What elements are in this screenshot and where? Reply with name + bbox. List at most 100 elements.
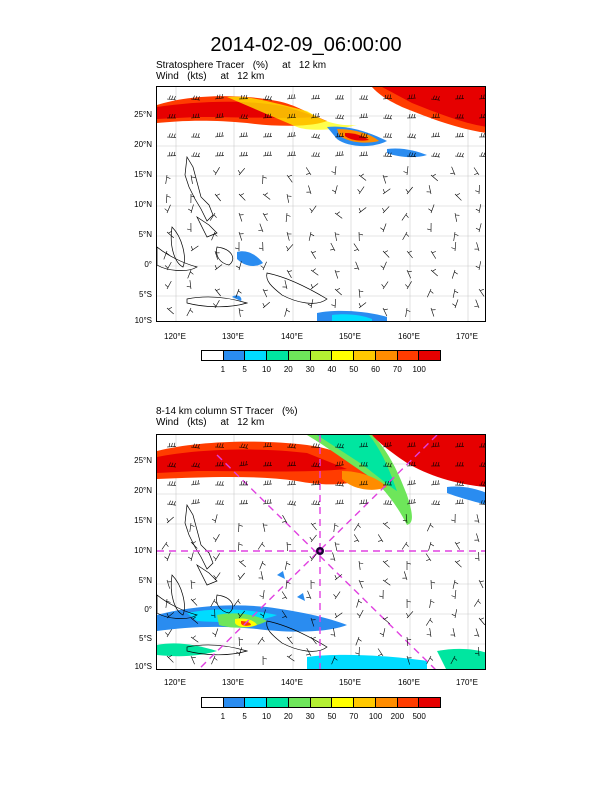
wind-barb [284, 280, 288, 290]
wind-barb [330, 242, 336, 252]
panel2-title: 8-14 km column ST Tracer (%) Wind (kts) … [156, 406, 298, 428]
wind-barb [166, 503, 176, 506]
wind-barb-flag [197, 96, 200, 101]
wind-barb-flag [405, 543, 409, 547]
wind-barb-flag [475, 227, 480, 231]
wind-barb-flag [432, 251, 436, 253]
wind-barb-flag [171, 133, 174, 138]
wind-barb [284, 560, 288, 570]
wind-barb-flag [286, 562, 291, 566]
wind-barb-flag [311, 251, 316, 253]
wind-barb-flag [475, 266, 480, 269]
wind-barb [401, 541, 408, 550]
wind-barb-flag [384, 462, 387, 467]
wind-barb [406, 166, 409, 176]
wind-barb-flag [339, 114, 342, 119]
wind-barb-flag [214, 657, 218, 661]
wind-barb [166, 629, 172, 638]
wind-barb-flag [387, 500, 389, 505]
wind-barb-flag [219, 481, 221, 486]
wind-barb-flag [312, 480, 315, 485]
wind-barb [308, 185, 312, 195]
wind-barb-flag [312, 443, 315, 448]
wind-barb-flag [435, 113, 437, 118]
wind-barb-flag [315, 443, 318, 448]
wind-barb [286, 154, 297, 157]
wind-barb-flag [164, 556, 168, 560]
wind-barb [166, 612, 175, 619]
wind-barb-flag [195, 480, 197, 485]
p2-lon-label: 120°E [164, 678, 186, 687]
wind-barb [214, 97, 224, 100]
wind-barb [406, 655, 410, 665]
wind-barb-flag [315, 500, 318, 505]
wind-barb [214, 553, 220, 562]
wind-barb-flag [173, 481, 176, 486]
colorbar-swatch [202, 698, 224, 707]
wind-barb-flag [379, 632, 384, 636]
wind-barb-flag [168, 230, 172, 234]
wind-barb-flag [389, 94, 391, 99]
wind-barb-flag [408, 480, 410, 485]
wind-barb-flag [334, 524, 339, 527]
wind-barb-flag [288, 480, 291, 485]
wind-barb [453, 231, 456, 241]
wind-barb-flag [260, 613, 264, 617]
wind-barb-flag [245, 114, 248, 119]
wind-barb-flag [384, 442, 386, 447]
wind-barb [478, 617, 485, 626]
wind-barb-flag [461, 114, 464, 119]
wind-barb-flag [358, 638, 362, 642]
wind-barb-flag [288, 654, 292, 658]
wind-barb [478, 579, 484, 589]
wind-barb-flag [219, 132, 221, 137]
wind-barb-flag [245, 480, 248, 485]
wind-barb [257, 541, 264, 550]
wind-barb [214, 288, 221, 297]
wind-barb-flag [413, 498, 415, 504]
wind-barb-flag [287, 270, 292, 272]
colorbar-label: 1 [220, 365, 226, 374]
wind-barb-flag [387, 94, 389, 99]
panel1-coastlines [157, 155, 328, 308]
wind-barb [429, 598, 432, 608]
wind-barb-flag [341, 499, 344, 504]
wind-barb-flag [192, 462, 195, 467]
wind-barb-flag [459, 132, 461, 137]
wind-barb-flag [432, 132, 435, 137]
wind-barb-flag [312, 113, 314, 118]
panel1-map [156, 86, 486, 322]
wind-barb-flag [459, 152, 462, 157]
wind-barb [382, 281, 389, 290]
wind-barb-flag [192, 95, 195, 100]
wind-barb [454, 589, 457, 600]
colorbar-label: 30 [305, 712, 315, 721]
wind-barb-flag [168, 462, 171, 467]
wind-barb-flag [435, 480, 437, 485]
wind-barb-flag [285, 245, 289, 250]
wind-barb [262, 212, 268, 222]
colorbar-label: 70 [349, 712, 359, 721]
wind-barb-flag [363, 133, 365, 138]
wind-barb-flag [389, 500, 392, 505]
wind-barb-flag [477, 600, 481, 604]
wind-barb [163, 250, 168, 260]
wind-barb-flag [306, 653, 311, 656]
wind-barb-flag [243, 443, 246, 448]
wind-barb-flag [291, 500, 294, 505]
wind-barb [166, 552, 171, 562]
wind-barb [478, 184, 480, 195]
wind-barb-flag [358, 600, 362, 604]
wind-barb [429, 628, 432, 638]
wind-barb-flag [240, 461, 242, 466]
wind-barb [353, 243, 360, 252]
wind-barb [310, 534, 317, 543]
wind-barb-flag [197, 498, 199, 504]
p2-lon-label: 140°E [281, 678, 303, 687]
panel2-storm-center-dot [318, 549, 322, 553]
wind-barb-flag [269, 132, 272, 137]
wind-barb-flag [267, 442, 269, 447]
wind-barb-flag [480, 481, 483, 486]
wind-barb [284, 307, 288, 317]
wind-barb-flag [480, 133, 483, 138]
